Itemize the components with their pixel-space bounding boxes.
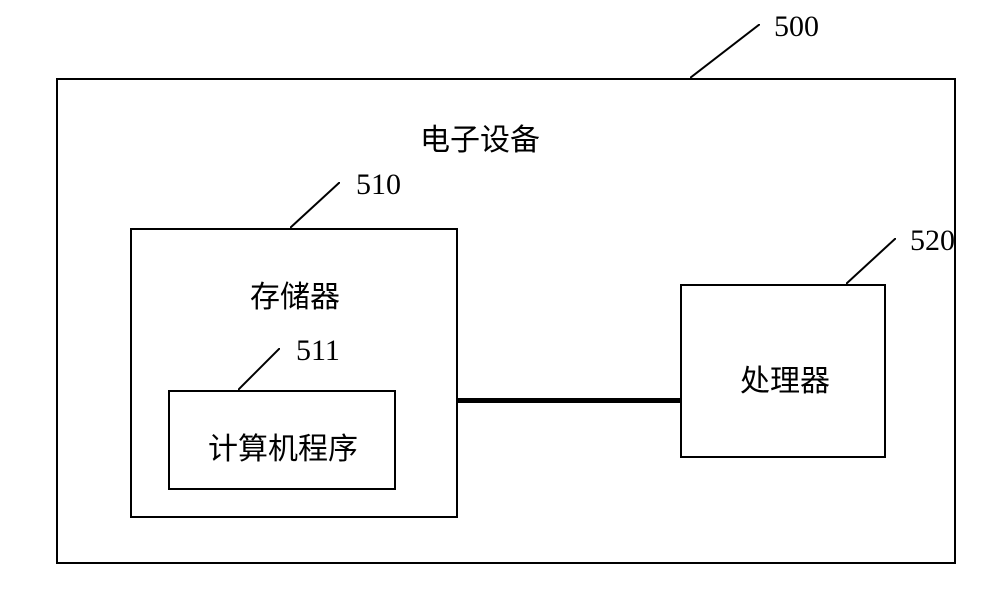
memory-title: 存储器 [250,272,340,316]
computer-program-title: 计算机程序 [208,424,358,468]
ref-number-510: 510 [356,168,401,202]
leader-line-500 [690,24,760,78]
ref-number-511: 511 [296,334,340,368]
diagram-stage: 电子设备 500 存储器 510 计算机程序 511 处理器 520 [0,0,1000,608]
connector-line [458,398,680,403]
ref-number-520: 520 [910,224,955,258]
processor-title: 处理器 [740,356,830,400]
electronic-device-title: 电子设备 [420,115,540,159]
ref-number-500: 500 [774,10,819,44]
